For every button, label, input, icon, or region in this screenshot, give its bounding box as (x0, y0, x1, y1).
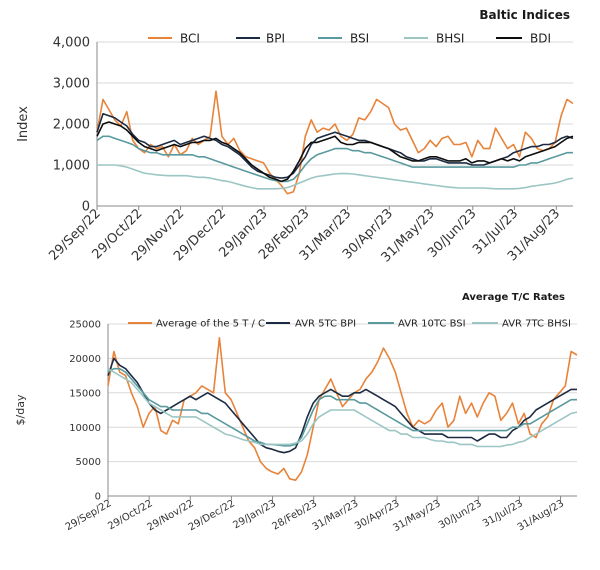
legend-label: AVR 5TC BPI (295, 319, 356, 330)
x-tick-label: 29/Jan/23 (231, 498, 278, 531)
y-tick-label: 0 (95, 492, 101, 503)
series-line-avr-10tc-bsi (107, 367, 577, 447)
series-line-avr-7tc-bhsi (107, 368, 578, 448)
y-axis-label: Index (16, 106, 31, 142)
y-tick-label: 3,000 (53, 77, 90, 92)
y-tick-label: 0 (82, 200, 90, 215)
y-tick-label: 10000 (69, 423, 101, 434)
legend-label: AVR 7TC BHSI (502, 319, 571, 330)
x-tick-label: 29/Sep/22 (64, 498, 114, 533)
x-tick-label: 29/Dec/22 (187, 498, 237, 533)
x-tick-label: 31/Aug/23 (516, 498, 566, 533)
y-tick-label: 2,000 (53, 118, 90, 133)
chart-2: 050001000015000200002500029/Sep/2229/Oct… (14, 292, 578, 534)
legend-label: BHSI (436, 31, 464, 45)
y-tick-label: 4,000 (53, 36, 90, 51)
legend-label: BPI (266, 31, 285, 45)
legend-label: Average of the 5 T / C (156, 319, 265, 330)
chart-1: 01,0002,0003,0004,00029/Sep/2229/Oct/222… (16, 8, 574, 265)
series-line-bsi (96, 135, 573, 183)
series-line-bhsi (97, 164, 574, 190)
chart-title: Average T/C Rates (462, 292, 565, 303)
x-tick-label: 30/Jun/23 (437, 498, 484, 531)
legend-label: BDI (530, 31, 551, 45)
x-tick-label: 31/Mar/23 (311, 498, 361, 533)
legend-label: BSI (350, 31, 369, 45)
series-line-bdi (96, 121, 574, 183)
legend-label: BCI (180, 31, 200, 45)
series-line-avr-5tc-bpi (107, 357, 577, 454)
chart-title: Baltic Indices (479, 8, 570, 22)
series-line-average-of-the-5-t-c (107, 336, 578, 482)
y-tick-label: 1,000 (53, 159, 90, 174)
series-line-bci (96, 90, 574, 195)
y-axis-label: $/day (14, 394, 27, 425)
y-tick-label: 15000 (69, 388, 101, 399)
y-tick-label: 20000 (69, 354, 101, 365)
y-tick-label: 25000 (69, 320, 101, 331)
legend-label: AVR 10TC BSI (398, 319, 466, 330)
y-tick-label: 5000 (76, 457, 101, 468)
